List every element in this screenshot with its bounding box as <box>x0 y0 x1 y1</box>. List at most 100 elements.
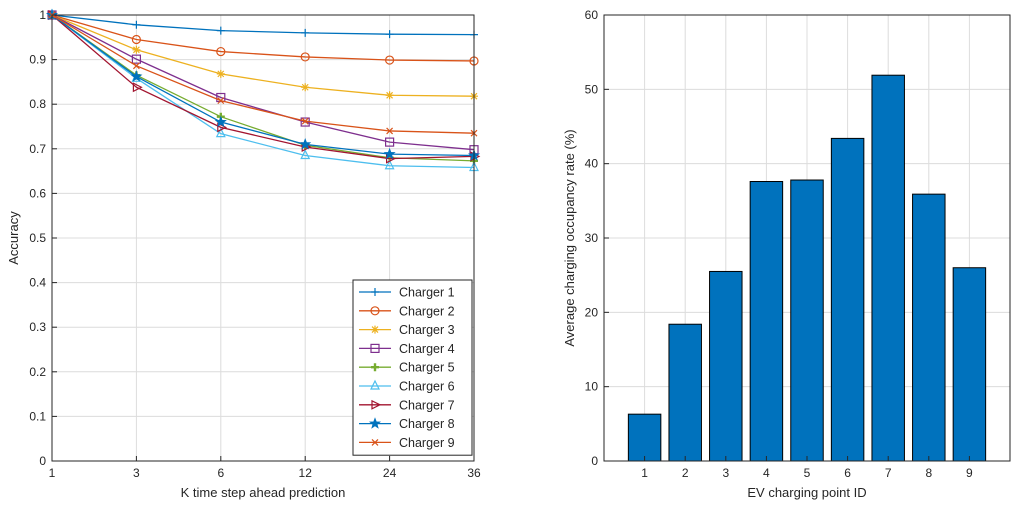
y-tick-label: 30 <box>585 231 599 245</box>
legend-marker <box>371 325 379 334</box>
data-point <box>216 69 225 78</box>
data-point <box>130 70 143 82</box>
data-point <box>385 91 394 100</box>
data-point <box>132 20 141 29</box>
accuracy-chart-legend: Charger 1 Charger 2 Charger 3 Charger 4 Char… <box>352 279 473 456</box>
x-tick-label: 12 <box>299 466 313 480</box>
data-point <box>385 30 394 39</box>
legend-marker <box>370 343 380 353</box>
accuracy-chart-x-axis-label: K time step ahead prediction <box>181 485 346 500</box>
legend-marker <box>370 379 380 390</box>
legend-item: Charger 1 <box>359 286 455 300</box>
legend-marker <box>371 399 382 410</box>
data-point <box>386 127 394 135</box>
data-point <box>132 82 143 93</box>
legend-label: Charger 5 <box>399 361 455 375</box>
y-tick-label: 0 <box>591 454 598 468</box>
y-tick-label: 0.5 <box>29 231 46 245</box>
accuracy-chart-y-axis-label: Accuracy <box>6 211 21 265</box>
y-tick-label: 10 <box>585 380 599 394</box>
y-tick-label: 0.9 <box>29 53 46 67</box>
series-line <box>51 14 475 134</box>
x-tick-label: 5 <box>804 466 811 480</box>
legend-label: Charger 3 <box>399 323 455 337</box>
legend-item: Charger 9 <box>359 436 455 450</box>
legend-item: Charger 8 <box>359 417 455 431</box>
y-tick-label: 20 <box>585 305 599 319</box>
x-tick-label: 3 <box>722 466 729 480</box>
series-line <box>51 14 475 36</box>
y-tick-label: 50 <box>585 82 599 96</box>
data-point <box>383 147 396 160</box>
y-tick-label: 60 <box>585 8 599 22</box>
series-line <box>51 14 475 169</box>
legend-label: Charger 6 <box>399 380 455 394</box>
y-tick-label: 40 <box>585 157 599 171</box>
data-point <box>216 92 226 103</box>
data-point <box>216 26 225 35</box>
x-tick-label: 7 <box>885 466 892 480</box>
series-line <box>51 14 475 151</box>
occupancy-chart-ticks: 1 2 3 4 5 6 7 8 9 0 10 20 30 40 50 60 <box>585 8 973 480</box>
x-tick-label: 6 <box>217 466 224 480</box>
y-tick-label: 0.3 <box>29 320 46 334</box>
y-tick-label: 0.1 <box>29 409 46 423</box>
bar-charging-point-7 <box>871 74 905 462</box>
bar-charging-point-1 <box>627 413 662 462</box>
data-point <box>217 97 225 105</box>
data-point <box>385 55 395 65</box>
legend-label: Charger 1 <box>399 286 455 300</box>
series-line <box>51 14 475 162</box>
data-point <box>299 137 312 150</box>
legend-item: Charger 7 <box>359 398 455 412</box>
occupancy-chart-plot <box>627 74 987 462</box>
x-tick-label: 4 <box>763 466 770 480</box>
data-point <box>301 117 309 125</box>
data-point <box>131 34 141 45</box>
bar-charging-point-3 <box>709 270 743 462</box>
x-tick-label: 24 <box>383 466 397 480</box>
x-tick-label: 36 <box>467 466 481 480</box>
x-tick-label: 2 <box>682 466 689 480</box>
data-point <box>300 52 310 62</box>
legend-item: Charger 2 <box>359 304 455 318</box>
data-point <box>131 54 141 64</box>
data-point <box>300 149 311 160</box>
legend-marker <box>371 363 379 372</box>
data-point <box>215 127 226 138</box>
series-line <box>51 14 475 97</box>
data-point <box>301 83 310 92</box>
y-tick-label: 0.6 <box>29 186 46 200</box>
occupancy-bar-chart: 1 2 3 4 5 6 7 8 9 0 10 20 30 40 50 60 EV charging point… <box>562 8 1011 500</box>
data-point <box>301 28 310 37</box>
y-tick-label: 1 <box>39 8 46 22</box>
y-tick-label: 0.8 <box>29 97 46 111</box>
legend-label: Charger 9 <box>399 436 455 450</box>
legend-label: Charger 7 <box>399 398 455 412</box>
legend-label: Charger 8 <box>399 417 455 431</box>
data-point <box>132 45 141 54</box>
occupancy-chart-x-axis-label: EV charging point ID <box>747 485 866 500</box>
x-tick-label: 1 <box>49 466 56 480</box>
y-tick-label: 0 <box>39 454 46 468</box>
legend-item: Charger 4 <box>359 342 455 356</box>
y-tick-label: 0.7 <box>29 142 46 156</box>
bar-charging-point-6 <box>830 137 865 462</box>
occupancy-chart-y-axis-label: Average charging occupancy rate (%) <box>562 129 577 346</box>
legend-item: Charger 5 <box>359 361 455 375</box>
x-tick-label: 3 <box>133 466 140 480</box>
data-point <box>385 137 395 147</box>
data-point <box>384 159 395 170</box>
x-tick-label: 1 <box>641 466 648 480</box>
legend-marker <box>371 438 379 446</box>
accuracy-chart-plot <box>45 8 481 172</box>
legend-label: Charger 2 <box>399 304 455 318</box>
bar-charging-point-8 <box>912 193 946 462</box>
legend-label: Charger 4 <box>399 342 455 356</box>
bar-charging-point-2 <box>668 323 702 462</box>
series-charger-9 <box>48 11 478 137</box>
series-line <box>51 14 475 160</box>
data-point <box>214 115 227 128</box>
legend-marker <box>368 417 382 429</box>
